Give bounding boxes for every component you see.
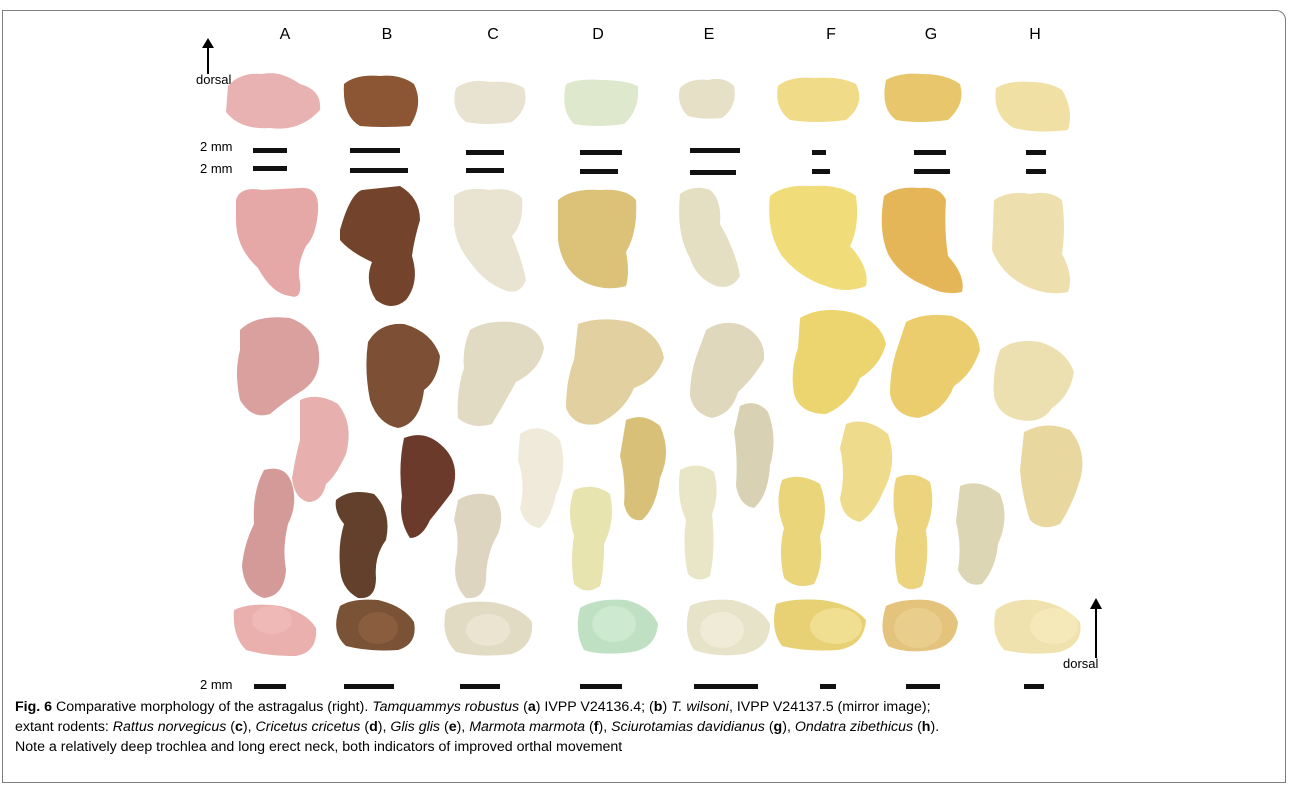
caption-note: Note a relatively deep trochlea and long…	[15, 739, 623, 755]
scale-bars	[253, 148, 1046, 689]
specimen-c	[444, 80, 564, 656]
astragalus-specimens	[226, 73, 1083, 656]
dorsal-label-bottom: dorsal	[1063, 656, 1099, 671]
column-label-h: H	[1029, 26, 1041, 43]
dorsal-arrow-bottom	[1090, 598, 1102, 658]
figure-plate: A B C D E F G H dorsal dorsal 2 mm 2 mm …	[196, 26, 1102, 692]
species-name: Marmota marmota	[469, 719, 586, 735]
column-label-a: A	[279, 26, 291, 43]
species-name: Rattus norvegicus	[112, 719, 227, 735]
specimen-g	[881, 73, 1005, 652]
species-name: Ondatra zibethicus	[794, 719, 914, 735]
scale-label-bottom: 2 mm	[200, 677, 233, 692]
figure-number: Fig. 6	[15, 699, 53, 715]
species-name: Glis glis	[390, 719, 441, 735]
dorsal-label-top: dorsal	[196, 72, 232, 87]
scale-label-row2: 2 mm	[200, 161, 233, 176]
specimen-b	[335, 75, 456, 651]
column-label-g: G	[924, 26, 938, 43]
specimen-e	[678, 78, 774, 656]
species-name: T. wilsoni	[671, 699, 729, 715]
column-label-f: F	[826, 26, 836, 43]
column-label-b: B	[381, 26, 393, 43]
specimen-h	[992, 81, 1083, 654]
scale-label-row1: 2 mm	[200, 139, 233, 154]
specimen-d	[558, 79, 666, 654]
figure-caption: Fig. 6 Comparative morphology of the ast…	[15, 699, 940, 755]
column-label-d: D	[592, 26, 604, 43]
column-label-e: E	[703, 26, 715, 43]
species-name: Cricetus cricetus	[255, 719, 361, 735]
specimen-a	[226, 73, 349, 656]
species-name: Sciurotamias davidianus	[611, 719, 765, 735]
column-label-c: C	[487, 26, 499, 43]
specimen-f	[769, 77, 893, 651]
figure-frame	[2, 10, 1286, 783]
species-name: Tamquammys robustus	[372, 699, 520, 715]
dorsal-arrow-top	[202, 38, 214, 74]
